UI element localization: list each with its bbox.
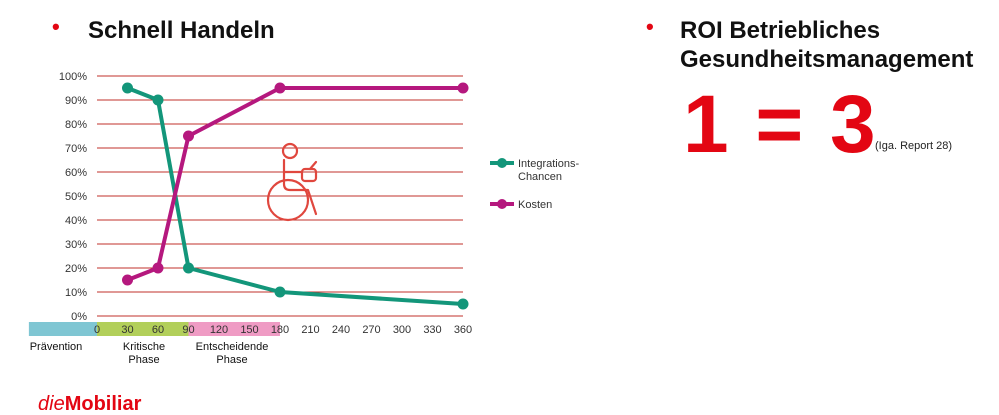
x-tick-label: 60 bbox=[152, 324, 164, 336]
x-tick-label: 210 bbox=[301, 324, 319, 336]
phase-label-2: Entscheidende bbox=[196, 341, 269, 353]
phase-band-0 bbox=[28, 322, 98, 336]
y-tick-label: 0% bbox=[71, 311, 87, 323]
legend-marker-1 bbox=[497, 199, 507, 209]
y-tick-label: 70% bbox=[65, 143, 87, 155]
phase-label-0: Prävention bbox=[30, 341, 83, 353]
x-tick-label: 360 bbox=[454, 324, 472, 336]
phase-band-layer bbox=[28, 322, 280, 336]
bullet-right: • bbox=[646, 14, 654, 39]
legend: Integrations-Chancen Kosten bbox=[490, 158, 579, 211]
logo-die: die bbox=[38, 393, 65, 415]
data-point-1 bbox=[122, 274, 133, 286]
data-point-0 bbox=[274, 286, 286, 298]
y-tick-label: 80% bbox=[65, 119, 87, 131]
x-tick-label: 0 bbox=[94, 324, 100, 336]
phase-label-1: Phase bbox=[128, 354, 159, 366]
logo-brand: Mobiliar bbox=[64, 393, 142, 415]
roi-source: (Iga. Report 28) bbox=[875, 140, 953, 152]
y-tick-label: 100% bbox=[59, 71, 87, 83]
legend-label-0: Integrations- bbox=[518, 158, 579, 170]
x-tick-label: 330 bbox=[423, 324, 441, 336]
data-point-0 bbox=[183, 262, 194, 274]
data-point-1 bbox=[457, 82, 469, 94]
x-tick-label: 120 bbox=[210, 324, 228, 336]
x-tick-label: 180 bbox=[271, 324, 289, 336]
gridlines bbox=[97, 75, 463, 317]
data-point-0 bbox=[152, 94, 164, 106]
y-axis-ticks: 0% 10% 20% 30% 40% 50% 60% 70% 80% 90% 100% bbox=[59, 71, 87, 323]
phase-band-2 bbox=[188, 322, 280, 336]
y-tick-label: 30% bbox=[65, 239, 87, 251]
phase-label-2: Phase bbox=[216, 354, 247, 366]
legend-label-0: Chancen bbox=[518, 171, 562, 183]
chart: 0% 10% 20% 30% 40% 50% 60% 70% 80% 90% 100% 0 30 60 9… bbox=[28, 71, 579, 366]
data-point-1 bbox=[274, 82, 286, 94]
data-point-0 bbox=[457, 298, 469, 310]
data-point-1 bbox=[183, 130, 194, 142]
data-point-1 bbox=[152, 262, 164, 274]
x-tick-label: 270 bbox=[362, 324, 380, 336]
wheelchair-user-icon bbox=[266, 142, 318, 222]
phase-labels: Prävention KritischePhaseEntscheidendePha… bbox=[30, 341, 269, 366]
x-tick-label: 90 bbox=[182, 324, 194, 336]
legend-marker-0 bbox=[497, 158, 507, 168]
bullet-left: • bbox=[52, 14, 60, 39]
die-mobiliar-logo: dieMobiliar bbox=[38, 393, 141, 415]
phase-band-1 bbox=[97, 322, 189, 336]
data-point-0 bbox=[122, 82, 133, 94]
legend-label-1: Kosten bbox=[518, 199, 552, 211]
right-heading-line-1: ROI Betriebliches bbox=[680, 17, 881, 44]
y-tick-label: 50% bbox=[65, 191, 87, 203]
x-tick-label: 30 bbox=[121, 324, 133, 336]
series-line-1 bbox=[126, 86, 463, 282]
x-tick-label: 150 bbox=[240, 324, 258, 336]
y-tick-label: 90% bbox=[65, 95, 87, 107]
x-axis-ticks: 0 30 60 90 120 150 180 210 240 270 300 330 360 bbox=[94, 324, 472, 336]
x-tick-label: 240 bbox=[332, 324, 350, 336]
x-tick-label: 300 bbox=[393, 324, 411, 336]
series-layer bbox=[122, 82, 469, 310]
roi-equation: 1 = 3 bbox=[683, 79, 878, 170]
right-heading-line-2: Gesundheitsmanagement bbox=[680, 46, 974, 73]
y-tick-label: 20% bbox=[65, 263, 87, 275]
phase-label-1: Kritische bbox=[123, 341, 165, 353]
y-tick-label: 60% bbox=[65, 167, 87, 179]
y-tick-label: 10% bbox=[65, 287, 87, 299]
left-heading: Schnell Handeln bbox=[88, 17, 275, 44]
y-tick-label: 40% bbox=[65, 215, 87, 227]
